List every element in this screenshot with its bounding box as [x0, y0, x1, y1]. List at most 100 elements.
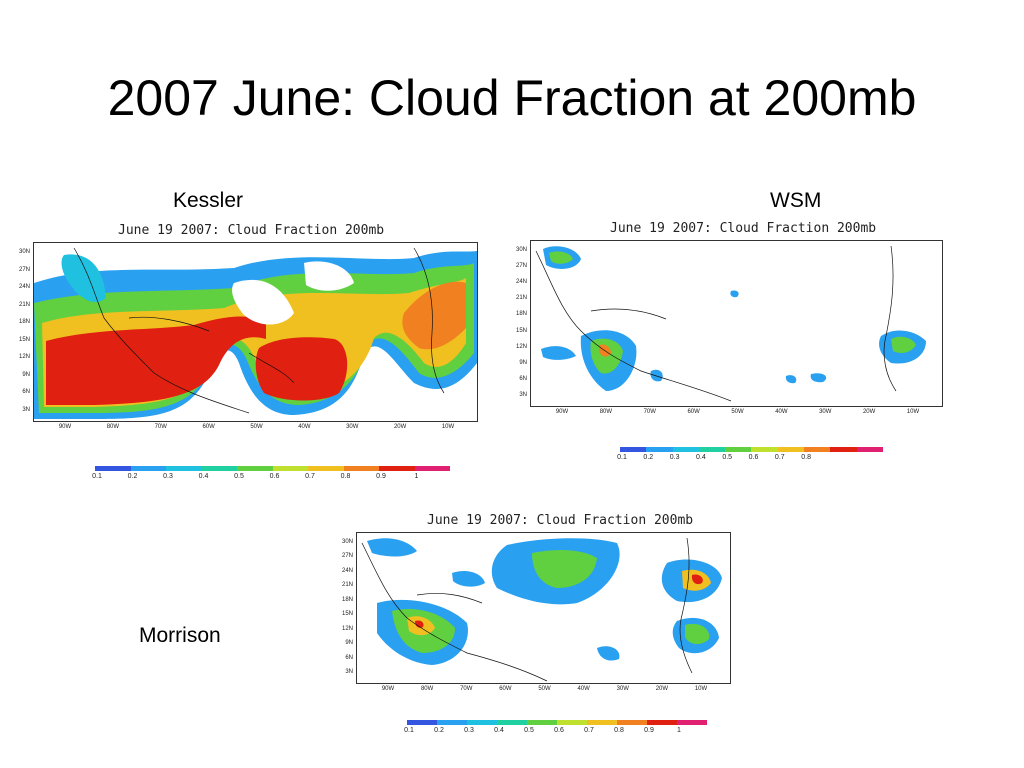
- lat-label-kessler: 3N: [22, 407, 30, 413]
- colorbar-label-wsm: 0.5: [722, 454, 733, 461]
- colorbar-label-kessler: 0.2: [127, 473, 138, 480]
- lat-label-kessler: 30N: [18, 249, 30, 255]
- lon-label-morrison: 50W: [538, 686, 551, 692]
- coastline-morrison: [361, 537, 693, 682]
- lon-label-morrison: 30W: [616, 686, 629, 692]
- colorbar-segment: [751, 447, 778, 452]
- lat-label-morrison: 18N: [341, 596, 353, 603]
- lat-label-wsm: 30N: [515, 247, 527, 253]
- lon-label-morrison: 70W: [460, 686, 473, 692]
- colorbar-label-morrison: 0.4: [494, 727, 504, 734]
- cloud-map-morrison: [356, 532, 731, 684]
- colorbar-segment: [617, 720, 647, 725]
- lat-label-morrison: 15N: [341, 611, 353, 618]
- lon-label-wsm: 10W: [906, 409, 920, 415]
- colorbar-label-kessler: 0.5: [234, 473, 244, 480]
- lat-label-kessler: 21N: [18, 301, 30, 308]
- lat-label-wsm: 6N: [519, 375, 527, 382]
- map-title-morrison: June 19 2007: Cloud Fraction 200mb: [427, 513, 694, 528]
- colorbar-label-wsm: 0.1: [617, 454, 627, 461]
- lat-label-morrison: 12N: [341, 625, 353, 632]
- colorbar-label-kessler: 0.1: [92, 473, 102, 480]
- lat-label-kessler: 18N: [18, 319, 30, 326]
- colorbar-segment: [587, 720, 617, 725]
- lat-label-morrison: 27N: [341, 553, 353, 560]
- colorbar-segment: [804, 447, 831, 452]
- colorbar-label-morrison: 0.7: [584, 727, 594, 734]
- coastline-kessler: [73, 247, 445, 414]
- colorbar-segment: [130, 466, 166, 471]
- lon-label-wsm: 20W: [862, 409, 876, 415]
- colorbar-segment: [647, 720, 677, 725]
- colorbar-segment: [777, 447, 805, 452]
- colorbar-label-wsm: 0.7: [774, 454, 785, 461]
- lat-label-wsm: 21N: [515, 295, 527, 302]
- lon-label-kessler: 90W: [58, 424, 72, 430]
- lon-label-morrison: 40W: [577, 686, 590, 692]
- lon-label-morrison: 10W: [694, 686, 708, 692]
- lat-label-morrison: 30N: [341, 539, 353, 545]
- lon-label-kessler: 20W: [393, 424, 407, 430]
- lon-label-kessler: 80W: [106, 424, 120, 430]
- colorbar-segment: [237, 466, 273, 471]
- colorbar-segment: [343, 466, 379, 471]
- colorbar-label-kessler: 0.4: [198, 473, 209, 480]
- panel-caption-wsm: WSM: [770, 189, 822, 212]
- colorbar-label-morrison: 1: [677, 727, 681, 734]
- colorbar-segment: [272, 466, 308, 471]
- lon-label-morrison: 20W: [655, 686, 669, 692]
- cloud-field-wsm: [541, 246, 926, 391]
- lon-label-wsm: 40W: [775, 409, 788, 415]
- lat-label-wsm: 12N: [515, 343, 527, 350]
- colorbar-segment: [527, 720, 557, 725]
- lon-label-kessler: 40W: [298, 424, 311, 430]
- lon-label-morrison: 90W: [381, 686, 395, 692]
- cloud-map-kessler: [33, 242, 478, 422]
- colorbar-segment: [830, 447, 857, 452]
- lat-label-wsm: 27N: [515, 263, 527, 270]
- cloud-field-morrison: [367, 538, 722, 665]
- colorbar-segment: [166, 466, 202, 471]
- lat-label-kessler: 15N: [18, 336, 30, 343]
- colorbar-segment: [437, 720, 467, 725]
- colorbar-kessler: [95, 466, 450, 471]
- colorbar-label-wsm: 0.4: [696, 454, 706, 461]
- lon-label-kessler: 70W: [154, 424, 167, 430]
- lat-label-morrison: 6N: [345, 654, 353, 661]
- slide-title: 2007 June: Cloud Fraction at 200mb: [107, 70, 917, 126]
- lon-label-wsm: 90W: [555, 409, 569, 415]
- colorbar-label-kessler: 0.3: [163, 473, 173, 480]
- colorbar-segment: [677, 720, 707, 725]
- lon-label-kessler: 30W: [346, 424, 359, 430]
- colorbar-label-kessler: 1: [414, 473, 419, 480]
- colorbar-segment: [557, 720, 587, 725]
- panel-caption-morrison: Morrison: [139, 624, 221, 647]
- colorbar-label-wsm: 0.3: [669, 454, 680, 461]
- lon-label-wsm: 60W: [687, 409, 700, 415]
- lat-label-kessler: 12N: [18, 354, 30, 361]
- colorbar-segment: [497, 720, 527, 725]
- lat-label-kessler: 24N: [18, 284, 30, 291]
- lat-label-kessler: 6N: [22, 389, 30, 396]
- lat-label-morrison: 21N: [341, 582, 353, 589]
- colorbar-segment: [308, 466, 344, 471]
- colorbar-label-morrison: 0.2: [434, 727, 444, 734]
- cloud-field-kessler: [34, 251, 477, 419]
- panel-caption-kessler: Kessler: [173, 189, 244, 212]
- colorbar-label-wsm: 0.2: [643, 454, 654, 461]
- colorbar-label-morrison: 0.6: [554, 727, 564, 734]
- lat-label-wsm: 15N: [515, 327, 527, 334]
- colorbar-segment: [856, 447, 883, 452]
- colorbar-label-kessler: 0.6: [269, 473, 280, 480]
- colorbar-label-kessler: 0.7: [305, 473, 315, 480]
- lon-label-kessler: 10W: [441, 424, 455, 430]
- lat-label-morrison: 3N: [345, 669, 353, 675]
- lon-label-wsm: 70W: [643, 409, 656, 415]
- coastline-wsm: [535, 245, 897, 402]
- colorbar-segment: [467, 720, 497, 725]
- colorbar-segment: [95, 466, 131, 471]
- colorbar-segment: [414, 466, 450, 471]
- map-title-kessler: June 19 2007: Cloud Fraction 200mb: [118, 223, 385, 238]
- colorbar-morrison: [407, 720, 707, 725]
- lat-label-kessler: 9N: [22, 371, 30, 378]
